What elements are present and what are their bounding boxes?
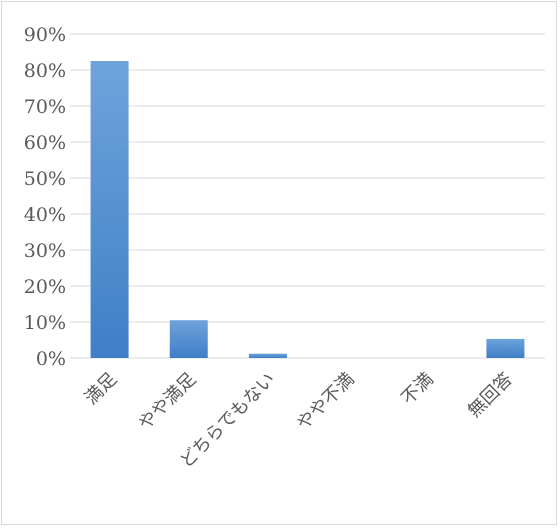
- y-tick-label: 60%: [24, 132, 66, 154]
- y-tick-label: 10%: [24, 312, 66, 334]
- x-category-label: 満足: [81, 369, 121, 409]
- bar-6: [486, 338, 525, 358]
- y-tick-label: 0%: [36, 348, 66, 370]
- x-category-label: やや満足: [135, 369, 201, 435]
- y-tick-label: 40%: [24, 204, 66, 226]
- x-category-label: 不満: [397, 369, 437, 409]
- y-tick-label: 70%: [24, 96, 66, 118]
- y-tick-label: 30%: [24, 240, 66, 262]
- bar-2: [169, 320, 208, 358]
- bar-3: [248, 353, 287, 358]
- gridlines: [70, 33, 545, 359]
- y-tick-label: 50%: [24, 168, 66, 190]
- x-category-label: 無回答: [464, 369, 517, 422]
- y-axis-ticks: 0% 10% 20% 30% 40% 50% 60% 70% 80% 90%: [24, 24, 66, 370]
- bars: [90, 61, 525, 358]
- y-tick-label: 80%: [24, 60, 66, 82]
- x-category-label: やや不満: [293, 369, 359, 435]
- y-tick-label: 90%: [24, 24, 66, 46]
- y-tick-label: 20%: [24, 276, 66, 298]
- bar-1: [90, 61, 129, 358]
